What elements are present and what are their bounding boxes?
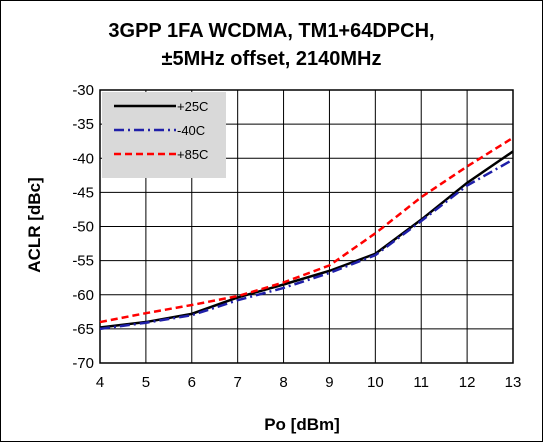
y-axis-label: ACLR [dBc]: [25, 177, 44, 272]
series-lines: [99, 136, 514, 331]
x-tick-label: 7: [233, 374, 241, 391]
y-tick-label: -70: [72, 355, 94, 372]
y-tick-label: -60: [72, 287, 94, 304]
x-tick-label: 10: [367, 374, 384, 391]
y-tick-label: -40: [72, 150, 94, 167]
chart-title-line-2: ±5MHz offset, 2140MHz: [161, 48, 382, 70]
legend-label: +25C: [177, 99, 208, 114]
y-tick-labels: -30 -35 -40 -45 -50 -55 -60 -65 -70: [72, 82, 94, 372]
x-tick-label: 11: [413, 374, 429, 391]
legend-label: +85C: [177, 147, 208, 162]
x-tick-label: 5: [142, 374, 150, 391]
legend: +25C -40C +85C: [102, 92, 226, 178]
x-tick-label: 4: [96, 374, 104, 391]
y-tick-label: -35: [72, 116, 94, 133]
x-tick-label: 9: [325, 374, 333, 391]
x-tick-label: 6: [188, 374, 196, 391]
plot-area: [99, 89, 514, 364]
y-tick-label: -30: [72, 82, 94, 99]
plot-border: [99, 89, 514, 364]
legend-label: -40C: [177, 123, 205, 138]
x-axis-label: Po [dBm]: [264, 415, 340, 434]
y-tick-label: -65: [72, 321, 94, 338]
y-tick-label: -45: [72, 184, 94, 201]
y-tick-label: -50: [72, 219, 94, 236]
y-tick-label: -55: [72, 253, 94, 270]
chart-title-line-1: 3GPP 1FA WCDMA, TM1+64DPCH,: [108, 20, 435, 42]
series-line-85C: [99, 136, 514, 324]
x-tick-labels: 4 5 6 7 8 9 10 11 12 13: [96, 374, 522, 391]
x-tick-label: 13: [505, 374, 522, 391]
series-line-40C: [99, 158, 514, 331]
x-tick-label: 12: [459, 374, 476, 391]
x-tick-label: 8: [279, 374, 287, 391]
